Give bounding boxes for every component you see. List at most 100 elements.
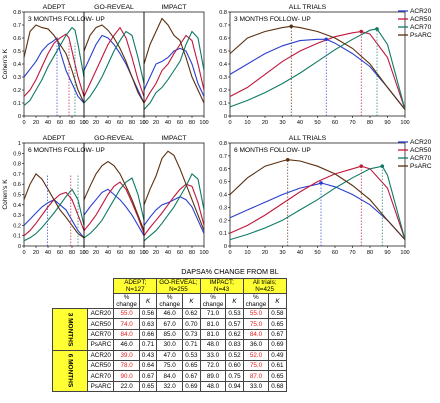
trial-ytick-label: 0 [18, 114, 21, 120]
all-trials-ytick-label: 0.2 [219, 88, 227, 94]
cell-percent-change: 75.0 [156, 359, 184, 372]
cell-kappa: 0.63 [138, 318, 158, 330]
trial-go-reveal-xtick-label: 40 [105, 120, 111, 126]
trial-adept-xtick-label: 20 [33, 250, 39, 256]
all-trials-ytick-label: 0.5 [219, 180, 227, 186]
panel-title-adept: ADEPT [43, 135, 66, 142]
all-trials-ytick-label: 0.8 [219, 141, 227, 147]
cell-percent-change: 89.0 [199, 370, 227, 382]
trial-ytick-label: 0.4 [13, 203, 21, 209]
column-label: All trials; [252, 279, 277, 286]
all-trials-panel-3: 0 0.1 0.2 0.3 0.4 0.5 0.6 0.7 0.8 0 10 20 30 40 50 60 70… [219, 135, 432, 256]
row-title: 6 MONTHS FOLLOW- UP [28, 147, 105, 154]
cell-percent-change: 75.0 [242, 359, 270, 372]
row-label: ACR20 [86, 307, 115, 320]
table-subheader-row: % change K% change K% change K% change K [53, 293, 287, 309]
cell-percent-change: 84.0 [156, 370, 184, 382]
all-trials-ytick-label: 0.2 [219, 218, 227, 224]
trial-impact-line-acr70 [143, 173, 205, 242]
all-trials-xtick-label: 60 [332, 120, 338, 126]
cell-percent-change: 84.0 [242, 328, 270, 341]
cell-kappa: 0.69 [268, 339, 287, 351]
cell-kappa: 0.58 [268, 307, 287, 320]
trial-go-reveal-xtick-label: 100 [139, 250, 148, 256]
trial-adept-xtick-label: 20 [33, 120, 39, 126]
column-label: ADEPT; [124, 279, 147, 286]
column-n: N=425 [255, 286, 274, 293]
trial-panels-0: ADEPT 0 20 40 60 80 100 GO-REVEAL 0 20 40 60 80 100 IM… [2, 4, 209, 126]
trial-impact-xtick-label: 40 [165, 120, 171, 126]
trial-impact-xtick-label: 80 [189, 120, 195, 126]
cell-kappa: 0.65 [268, 318, 287, 330]
table-row: ACR70 90.0 0.67 84.0 0.67 89.0 0.75 87.0 0.65 [53, 370, 287, 382]
row-title: 6 MONTHS FOLLOW- UP [234, 147, 311, 154]
subheader-percent-change: % change [156, 293, 184, 309]
trial-impact-line-acr20 [143, 195, 205, 234]
cell-percent-change: 67.0 [156, 318, 184, 330]
table-row: PsARC 22.0 0.65 32.0 0.69 48.0 0.94 33.0 0.68 [53, 380, 287, 393]
column-n: N=127 [125, 286, 145, 293]
trial-impact-line-acr50 [143, 34, 205, 104]
cell-kappa: 0.52 [225, 349, 244, 361]
cell-kappa: 0.67 [182, 370, 201, 382]
trial-go-reveal-xtick-label: 0 [82, 250, 85, 256]
cell-percent-change: 55.0 [113, 307, 140, 320]
trial-go-reveal-line-acr50 [83, 26, 145, 97]
all-trials-ytick-label: 0.6 [219, 36, 227, 42]
cell-kappa: 0.53 [182, 349, 201, 361]
all-trials-ytick-label: 0.6 [219, 167, 227, 173]
cell-kappa: 0.67 [138, 370, 158, 382]
trial-go-reveal-xtick-label: 40 [105, 250, 111, 256]
trial-go-reveal-line-psarc [83, 160, 145, 231]
trial-go-reveal-xtick-label: 20 [93, 250, 99, 256]
column-header: All trials; N=425 [242, 278, 287, 294]
all-trials-xtick-label: 80 [367, 250, 373, 256]
trial-adept-xtick-label: 80 [69, 120, 75, 126]
all-trials-xtick-label: 70 [349, 250, 355, 256]
trial-impact-xtick-label: 60 [177, 250, 183, 256]
all-trials-ytick-label: 0.3 [219, 75, 227, 81]
trial-adept-xtick-label: 0 [22, 120, 25, 126]
subheader-kappa: K [138, 293, 158, 309]
cell-percent-change: 55.0 [242, 307, 270, 320]
peak-marker-psarc [289, 24, 294, 29]
all-trials-ytick-label: 0.3 [219, 205, 227, 211]
trial-ytick-label: 0.3 [13, 213, 21, 219]
cell-kappa: 0.53 [225, 307, 244, 320]
trial-ytick-label: 0.5 [13, 193, 21, 199]
trial-impact-xtick-label: 80 [189, 250, 195, 256]
cell-percent-change: 46.0 [113, 339, 140, 351]
group-label: 3 MONTHS [52, 308, 88, 351]
trial-impact-xtick-label: 0 [142, 120, 145, 126]
all-trials-ytick-label: 0 [224, 114, 227, 120]
trial-ytick-label: 0.6 [13, 182, 21, 188]
all-trials-xtick-label: 40 [297, 120, 303, 126]
trial-ytick-label: 0.5 [13, 49, 21, 55]
x-axis-label: DAPSA% CHANGE FROM BL [181, 267, 278, 276]
trial-go-reveal-xtick-label: 80 [129, 120, 135, 126]
panel-frame [229, 11, 406, 117]
cell-kappa: 0.60 [225, 359, 244, 372]
peak-marker-acr70 [375, 27, 379, 31]
row-label: ACR50 [86, 318, 115, 330]
column-label: GO-REVEAL; [159, 279, 198, 286]
trial-ytick-label: 0.6 [13, 36, 21, 42]
all-trials-xtick-label: 50 [314, 250, 320, 256]
all-trials-ytick-label: 0.4 [219, 62, 227, 68]
peak-marker-acr20 [324, 37, 329, 42]
cell-percent-change: 72.0 [199, 359, 227, 372]
cell-percent-change: 85.0 [156, 328, 184, 341]
trial-adept-line-psarc [23, 24, 85, 104]
row-title: 3 MONTHS FOLLOW- UP [234, 16, 311, 23]
panel-frame [23, 11, 205, 117]
panel-title-all-trials: ALL TRIALS [289, 135, 327, 142]
table-corner [53, 279, 114, 294]
cell-kappa: 0.75 [225, 370, 244, 382]
cell-kappa: 0.62 [182, 307, 201, 320]
all-trials-xtick-label: 10 [244, 250, 250, 256]
trial-impact-xtick-label: 100 [199, 250, 208, 256]
trial-go-reveal-xtick-label: 100 [139, 120, 148, 126]
all-trials-line-acr20 [229, 182, 406, 240]
all-trials-line-acr20 [229, 38, 406, 110]
column-n: N=43 [214, 286, 230, 293]
